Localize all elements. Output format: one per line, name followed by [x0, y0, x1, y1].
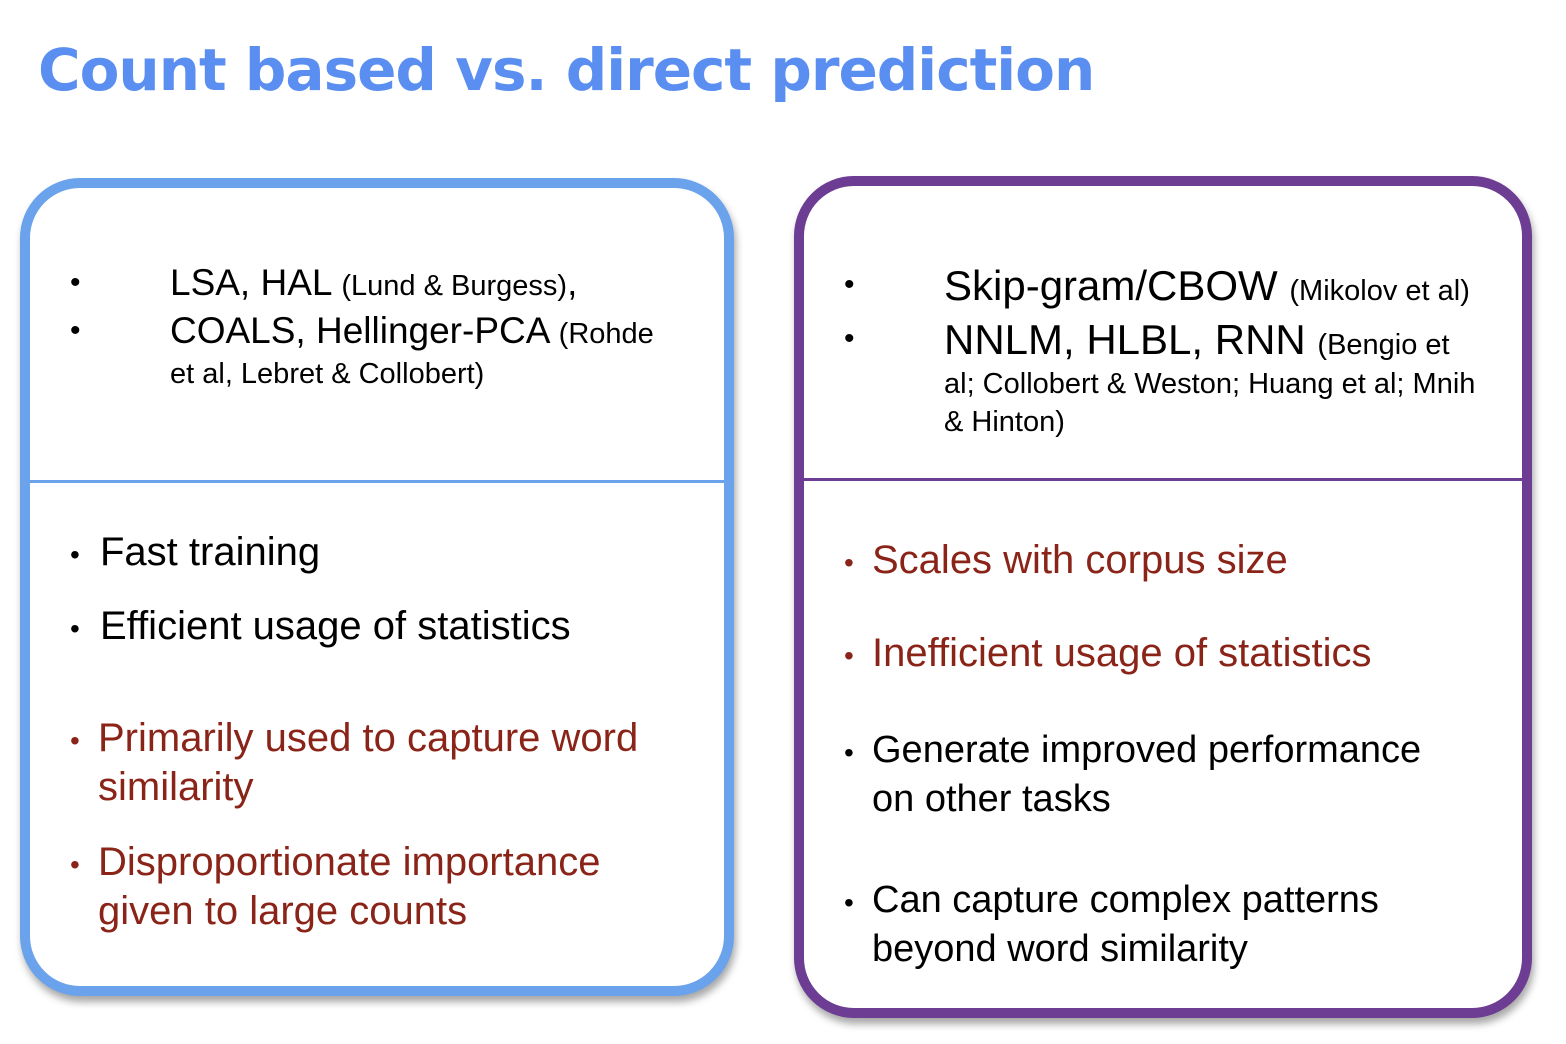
- bullet-icon: •: [844, 547, 854, 578]
- point-text: given to large counts: [98, 889, 468, 933]
- direct-prediction-panel: • Skip-gram/CBOW (Mikolov et al) • NNLM,…: [794, 176, 1532, 1018]
- bullet-icon: •: [844, 737, 854, 768]
- point-text: Can capture complex patterns: [872, 879, 1379, 921]
- method-name: LSA, HAL: [170, 262, 342, 303]
- point-text: Inefficient usage of statistics: [872, 631, 1372, 675]
- point-text: Efficient usage of statistics: [100, 604, 571, 648]
- bullet-icon: •: [844, 640, 854, 671]
- method-name: NNLM, HLBL, RNN: [944, 316, 1318, 363]
- method-citation: & Hinton): [944, 406, 1065, 438]
- method-citation: al; Collobert & Weston; Huang et al; Mni…: [944, 368, 1476, 400]
- bullet-icon: •: [70, 539, 80, 570]
- method-citation: (Lund & Burgess): [341, 270, 568, 302]
- bullet-icon: •: [70, 725, 80, 756]
- point-text: Scales with corpus size: [872, 538, 1288, 582]
- bullet-icon: •: [844, 268, 855, 301]
- point-text: Disproportionate importance: [98, 840, 601, 884]
- point-text: Generate improved performance: [872, 729, 1422, 771]
- bullet-icon: •: [844, 322, 855, 355]
- point-text: Fast training: [100, 530, 321, 574]
- bullet-icon: •: [70, 266, 81, 299]
- method-name: Skip-gram/CBOW: [944, 262, 1290, 309]
- bullet-icon: •: [70, 314, 81, 347]
- method-citation: (Bengio et: [1317, 329, 1450, 361]
- panel-divider: [30, 480, 724, 483]
- method-name: COALS, Hellinger-PCA: [170, 310, 559, 351]
- point-text: similarity: [98, 765, 254, 809]
- point-text: Primarily used to capture word: [98, 716, 639, 760]
- method-tail: ,: [567, 262, 578, 303]
- method-citation: (Mikolov et al): [1289, 275, 1470, 307]
- bullet-icon: •: [70, 613, 80, 644]
- point-text: on other tasks: [872, 778, 1111, 820]
- bullet-icon: •: [844, 887, 854, 918]
- bullet-icon: •: [70, 849, 80, 880]
- method-citation: (Rohde: [558, 318, 654, 350]
- panel-divider: [804, 478, 1522, 481]
- count-based-panel: • LSA, HAL (Lund & Burgess), • COALS, He…: [20, 178, 734, 996]
- method-citation: et al, Lebret & Collobert): [170, 358, 485, 390]
- slide-title: Count based vs. direct prediction: [38, 36, 1095, 104]
- point-text: beyond word similarity: [872, 928, 1248, 970]
